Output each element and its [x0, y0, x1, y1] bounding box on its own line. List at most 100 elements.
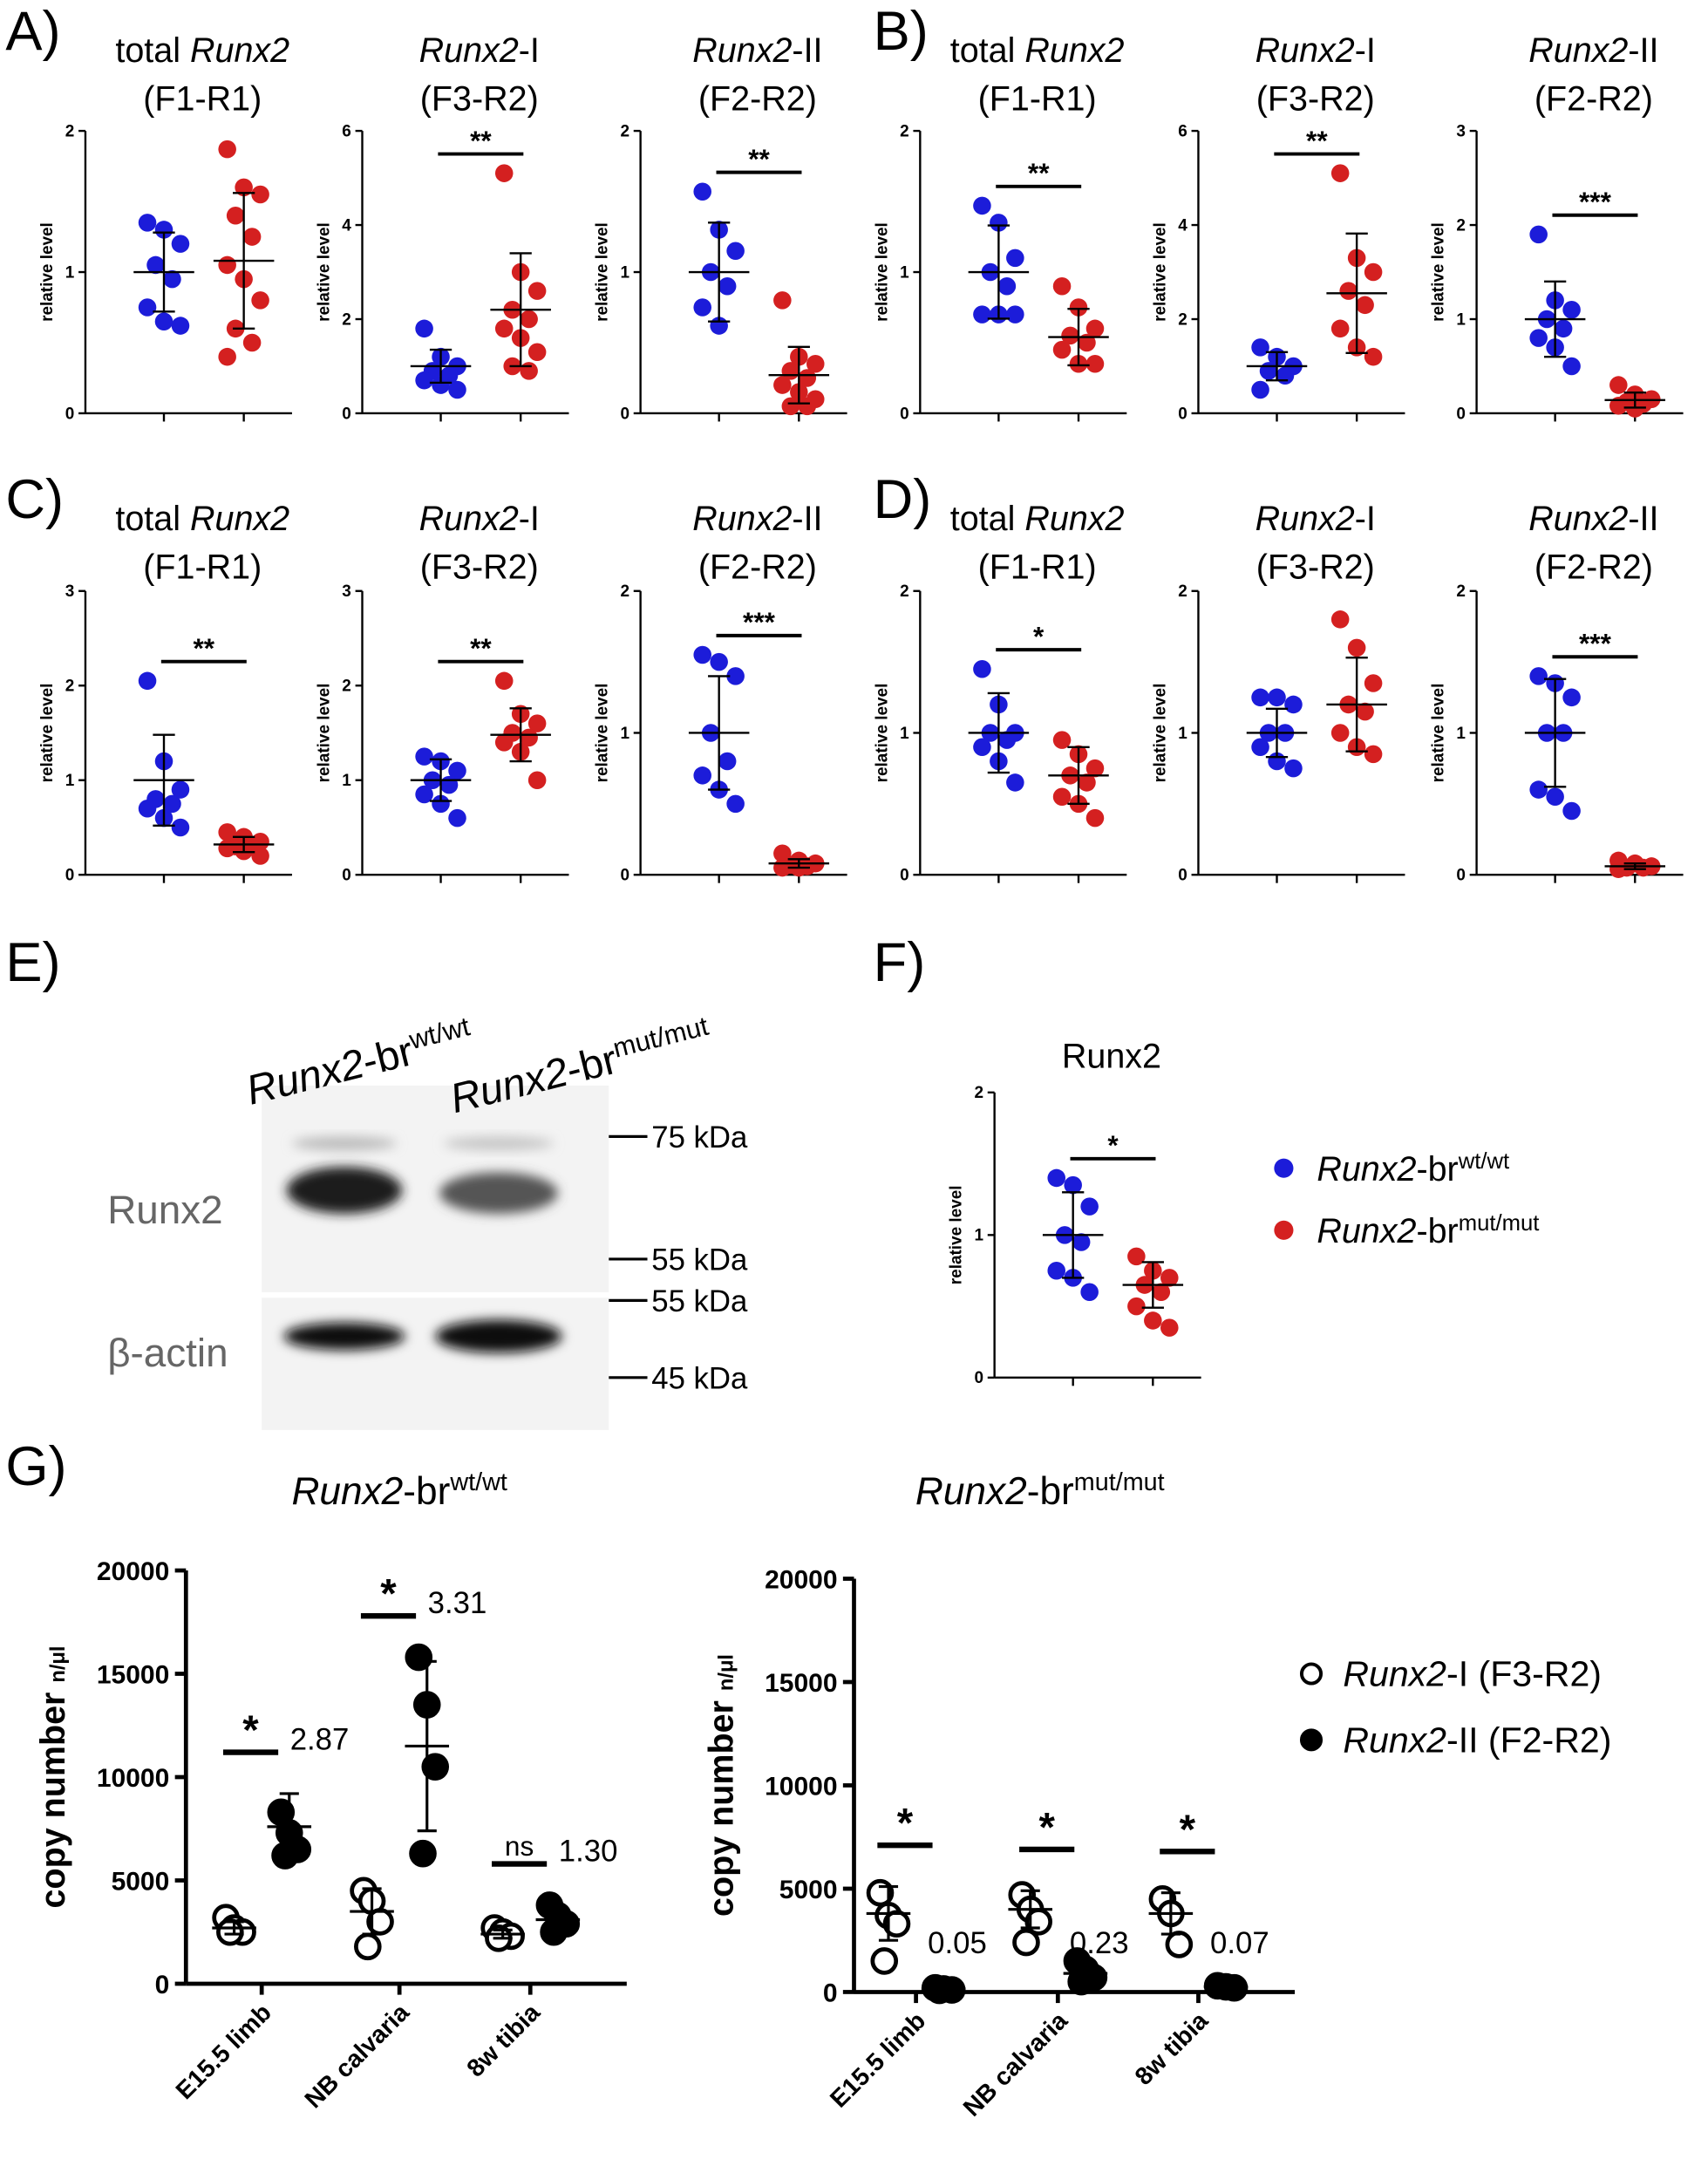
text-segment: total	[115, 500, 190, 538]
text-segment: total	[950, 31, 1025, 70]
x-tick-label: E15.5 limb	[825, 2007, 931, 2114]
data-point	[171, 780, 190, 799]
error-bar	[279, 1792, 299, 1862]
data-point	[1356, 702, 1374, 721]
marker-label: 45 kDa	[651, 1362, 748, 1395]
text-segment: -II	[1628, 500, 1658, 538]
text-segment: Runx2	[915, 1470, 1027, 1513]
data-point	[1529, 225, 1548, 244]
data-point	[1529, 329, 1548, 347]
data-point	[1364, 347, 1383, 366]
data-point	[494, 733, 514, 752]
panel-label: D)	[874, 469, 932, 530]
y-tick-label: 2	[900, 582, 909, 601]
marker-label: 75 kDa	[651, 1121, 748, 1155]
text-segment: (F1-R1)	[143, 548, 262, 587]
y-tick-label: 0	[342, 867, 351, 885]
y-tick-label: 20000	[97, 1557, 169, 1586]
data-point	[415, 371, 433, 390]
error-bar	[1215, 1984, 1236, 1990]
legend-label: Runx2-brmut/mut	[1317, 1211, 1539, 1250]
data-point	[973, 738, 991, 757]
data-point	[1609, 376, 1628, 394]
data-point	[154, 312, 174, 330]
data-point	[527, 282, 547, 300]
x-tick-label: NB calvaria	[958, 2006, 1073, 2122]
data-point	[218, 823, 236, 841]
data-point	[520, 310, 538, 329]
y-axis-label: relative level	[316, 684, 334, 783]
y-tick-label: 1	[65, 263, 75, 282]
data-point	[1634, 858, 1653, 877]
error-bar	[787, 858, 810, 869]
data-point	[415, 319, 433, 338]
data-point	[1165, 1931, 1194, 1958]
significance-label: *	[1180, 1807, 1196, 1853]
text-segment: mut/mut	[1074, 1468, 1165, 1496]
text-segment: -I	[1355, 31, 1376, 70]
data-point	[718, 752, 737, 771]
text-segment: copy number	[702, 1691, 740, 1917]
text-segment: (F3-R2)	[1256, 79, 1375, 118]
data-point	[798, 397, 817, 416]
data-point	[1052, 787, 1072, 806]
legend-label: Runx2-brwt/wt	[1317, 1149, 1509, 1189]
legend-marker	[1299, 1662, 1324, 1686]
y-tick-label: 2	[65, 122, 75, 140]
data-point	[218, 255, 236, 275]
data-point	[1364, 674, 1383, 692]
error-bar	[787, 345, 810, 405]
y-tick-label: 0	[620, 867, 629, 885]
significance-label: **	[470, 125, 492, 156]
chart-title: Runx2-I	[419, 500, 540, 538]
data-point	[218, 347, 236, 366]
chart-title: total Runx2	[950, 500, 1125, 538]
text-segment: Runx2	[1317, 1212, 1416, 1250]
data-point	[1078, 773, 1096, 792]
x-tick-label: NB calvaria	[300, 1999, 415, 2114]
panel-label: A)	[5, 1, 60, 62]
text-segment: (F3-R2)	[420, 548, 539, 587]
data-point	[251, 291, 269, 310]
error-bar	[934, 1986, 954, 1992]
y-axis-label: relative level	[38, 684, 57, 783]
y-tick-label: 10000	[97, 1764, 169, 1793]
data-point	[171, 317, 190, 335]
error-bar	[1062, 1191, 1085, 1279]
blot-band	[286, 1167, 403, 1214]
data-point	[1609, 860, 1628, 878]
text-segment: -br	[1416, 1212, 1458, 1250]
data-point	[448, 761, 466, 780]
text-segment: Runx2	[1255, 31, 1355, 70]
y-tick-label: 15000	[765, 1669, 837, 1698]
error-bar	[493, 1928, 513, 1940]
chart-title: Runx2-I	[1255, 500, 1376, 538]
data-point	[494, 319, 514, 338]
chart-title: Runx2-brwt/wt	[291, 1468, 507, 1513]
chart-title: Runx2-II	[1528, 500, 1658, 538]
error-bar	[987, 224, 1011, 320]
data-point	[693, 645, 711, 664]
data-point	[138, 800, 157, 818]
data-point	[415, 747, 433, 766]
legend-marker	[1299, 1728, 1324, 1752]
chart-title: Runx2-II	[692, 500, 822, 538]
y-tick-label: 1	[900, 725, 909, 743]
ratio-label: 0.23	[1070, 1927, 1129, 1960]
legend-marker	[1274, 1220, 1294, 1240]
error-bar	[548, 1908, 568, 1931]
error-bar	[509, 707, 532, 763]
chart-title: (F3-R2)	[1256, 548, 1375, 587]
data-point	[726, 242, 745, 261]
data-point	[973, 305, 991, 324]
marker-label: 55 kDa	[651, 1244, 748, 1277]
data-point	[990, 214, 1008, 232]
data-point	[1080, 1283, 1099, 1302]
data-point	[218, 140, 236, 159]
text-segment: (F2-R2)	[698, 79, 817, 118]
data-point	[540, 1917, 568, 1946]
data-point	[527, 771, 547, 789]
data-point	[218, 839, 236, 858]
data-point	[726, 794, 745, 814]
y-tick-label: 0	[1456, 867, 1466, 885]
